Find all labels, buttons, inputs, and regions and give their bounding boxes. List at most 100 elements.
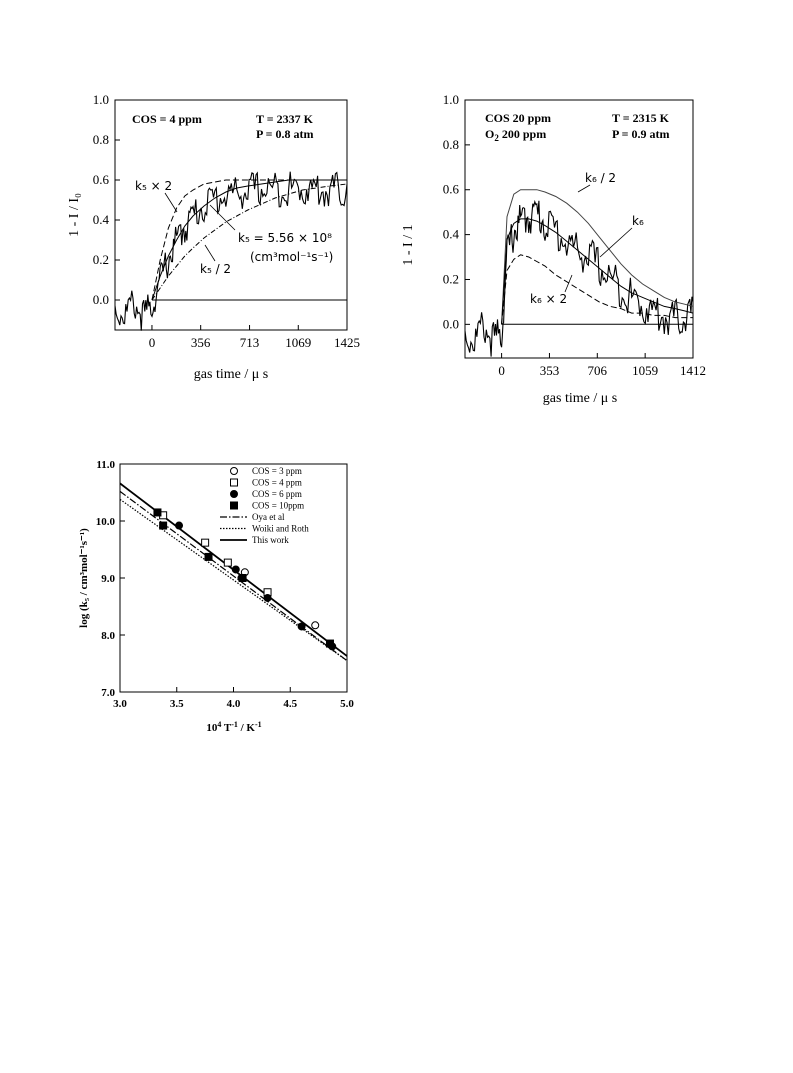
chart-c-legend-label: COS = 6 ppm <box>252 489 302 499</box>
chart-a-xlabel: gas time / μ s <box>194 367 268 382</box>
chart-c-legend-label: This work <box>252 535 289 545</box>
chart-c-point-filled-circle <box>297 622 306 631</box>
chart-b-ann-k6: k₆ <box>632 214 644 228</box>
chart-b-leader-2 <box>599 227 633 258</box>
chart-c-legend-label: Oya et al <box>252 512 285 522</box>
chart-a-series-noisy <box>114 171 348 331</box>
chart-b-ytick-label: 0.2 <box>443 271 459 286</box>
chart-c-legend-label: COS = 4 ppm <box>252 478 302 488</box>
chart-c-point-filled-square <box>204 552 213 561</box>
chart-a-title-right-2: P = 0.8 atm <box>256 127 314 141</box>
chart-c-point-filled-circle <box>263 593 272 602</box>
chart-b-leader-3 <box>564 274 573 293</box>
chart-a-leader-3 <box>204 244 216 262</box>
chart-a: 0.0 0.2 0.4 0.6 0.8 1.0 0 356 713 1069 1425 COS =… <box>60 85 380 390</box>
chart-b-ylabel: 1 - I / 1 <box>401 224 416 265</box>
chart-c-frame <box>119 463 348 693</box>
chart-c-xtick-label: 4.5 <box>283 698 297 710</box>
chart-a-ann-times2: k₅ × 2 <box>135 179 172 193</box>
chart-a-ytick-label: 0.6 <box>93 172 110 187</box>
chart-b-title-left-1: COS 20 ppm <box>485 111 551 125</box>
chart-a-leader-2 <box>209 204 236 231</box>
chart-a-ytick-label: 0.0 <box>93 292 109 307</box>
chart-c-point-filled-circle <box>231 565 240 574</box>
chart-a-series-dashed <box>151 179 347 301</box>
chart-a-xtick-label: 1069 <box>285 335 311 350</box>
chart-c-legend-marker-filled-circle <box>230 490 238 498</box>
chart-a-series-solid <box>151 179 347 301</box>
chart-c-point-filled-square <box>153 508 162 517</box>
chart-c-ytick-label: 11.0 <box>96 459 115 471</box>
chart-b-title-right-2: P = 0.9 atm <box>612 127 670 141</box>
chart-c-point-filled-circle <box>175 521 184 530</box>
chart-c-ytick-label: 10.0 <box>96 516 116 528</box>
chart-c-ytick-label: 7.0 <box>101 687 115 699</box>
chart-c-legend-label: Woiki and Roth <box>252 524 309 534</box>
chart-c-legend-marker-filled-square <box>230 501 238 510</box>
chart-b-series-smooth <box>501 189 694 325</box>
chart-c-point-filled-square <box>325 639 334 648</box>
chart-a-title-right-1: T = 2337 K <box>256 112 314 126</box>
chart-a-xtick-label: 356 <box>191 335 211 350</box>
chart-a-ann-fit-2: (cm³mol⁻¹s⁻¹) <box>250 250 333 264</box>
chart-a-ylabel: 1 - I / I₀ <box>67 193 82 237</box>
chart-c-ytick-label: 8.0 <box>101 630 115 642</box>
chart-b-series-dashed <box>501 254 693 325</box>
chart-b: 0.0 0.2 0.4 0.6 0.8 1.0 0 353 706 1059 1412 COS 2… <box>400 85 720 415</box>
chart-c: 7.0 8.0 9.0 10.0 11.0 3.0 3.5 4.0 4.5 5.0 COS = … <box>60 450 380 750</box>
chart-b-ann-times2: k₆ × 2 <box>530 292 567 306</box>
chart-b-xtick-label: 353 <box>540 363 560 378</box>
chart-c-xtick-label: 4.0 <box>227 698 241 710</box>
chart-a-ytick-label: 0.4 <box>93 212 110 227</box>
chart-c-xtick-label: 5.0 <box>340 698 354 710</box>
chart-c-legend-label: COS = 10ppm <box>252 501 304 511</box>
chart-a-xtick-label: 713 <box>240 335 260 350</box>
chart-a-ytick-label: 1.0 <box>93 92 109 107</box>
chart-c-legend-marker-open-circle <box>230 467 238 475</box>
chart-a-title-left: COS = 4 ppm <box>132 112 202 126</box>
chart-a-ytick-label: 0.2 <box>93 252 109 267</box>
chart-b-ytick-label: 1.0 <box>443 92 459 107</box>
chart-a-ytick-label: 0.8 <box>93 132 109 147</box>
chart-b-series-noisy <box>464 199 694 357</box>
chart-c-legend-marker-open-square <box>230 478 238 487</box>
chart-a-ann-half: k₅ / 2 <box>200 262 231 276</box>
chart-c-point-filled-square <box>159 521 168 530</box>
chart-c-xtick-label: 3.5 <box>170 698 184 710</box>
chart-b-svg: 0.0 0.2 0.4 0.6 0.8 1.0 0 353 706 1059 1412 COS 2… <box>401 92 706 406</box>
chart-a-frame <box>114 99 348 331</box>
chart-b-ann-half: k₆ / 2 <box>585 171 616 185</box>
chart-b-xtick-label: 0 <box>498 363 505 378</box>
chart-b-xtick-label: 706 <box>588 363 608 378</box>
chart-c-point-filled-square <box>238 574 247 582</box>
chart-c-svg: 7.0 8.0 9.0 10.0 11.0 3.0 3.5 4.0 4.5 5.0 COS = … <box>78 459 354 734</box>
chart-b-xlabel: gas time / μ s <box>543 391 617 406</box>
chart-a-series-dashdot <box>151 183 348 301</box>
chart-c-point-open-square <box>223 558 232 567</box>
chart-c-legend-label: COS = 3 ppm <box>252 466 302 476</box>
chart-b-ytick-label: 0.8 <box>443 137 459 152</box>
chart-c-point-open-square <box>201 538 210 547</box>
chart-c-line-dotted <box>119 498 348 662</box>
chart-b-title-right-1: T = 2315 K <box>612 111 670 125</box>
chart-b-ytick-label: 0.0 <box>443 316 459 331</box>
chart-b-xtick-label: 1059 <box>632 363 658 378</box>
chart-a-leader-1 <box>164 192 178 213</box>
chart-c-point-open-circle <box>311 621 320 630</box>
chart-a-xtick-label: 0 <box>149 335 156 350</box>
chart-b-title-left-2: O2 200 ppm <box>485 127 546 143</box>
chart-c-ytick-label: 9.0 <box>101 573 115 585</box>
chart-c-ylabel: log (k₅ / cm³mol⁻¹s⁻¹) <box>78 528 90 628</box>
chart-c-line-dashdot <box>119 490 348 662</box>
chart-b-ytick-label: 0.6 <box>443 182 460 197</box>
chart-a-svg: 0.0 0.2 0.4 0.6 0.8 1.0 0 356 713 1069 1425 COS =… <box>67 92 360 382</box>
chart-a-xtick-label: 1425 <box>334 335 360 350</box>
chart-b-ytick-label: 0.4 <box>443 227 460 242</box>
chart-c-xlabel: 104 T-1 / K-1 <box>206 720 261 734</box>
chart-b-leader-1 <box>577 184 591 193</box>
chart-b-series-solid <box>501 218 694 325</box>
chart-a-ann-fit-1: k₅ = 5.56 × 10⁸ <box>238 231 332 245</box>
chart-c-xtick-label: 3.0 <box>113 698 127 710</box>
chart-b-frame <box>464 99 694 359</box>
chart-b-xtick-label: 1412 <box>680 363 706 378</box>
